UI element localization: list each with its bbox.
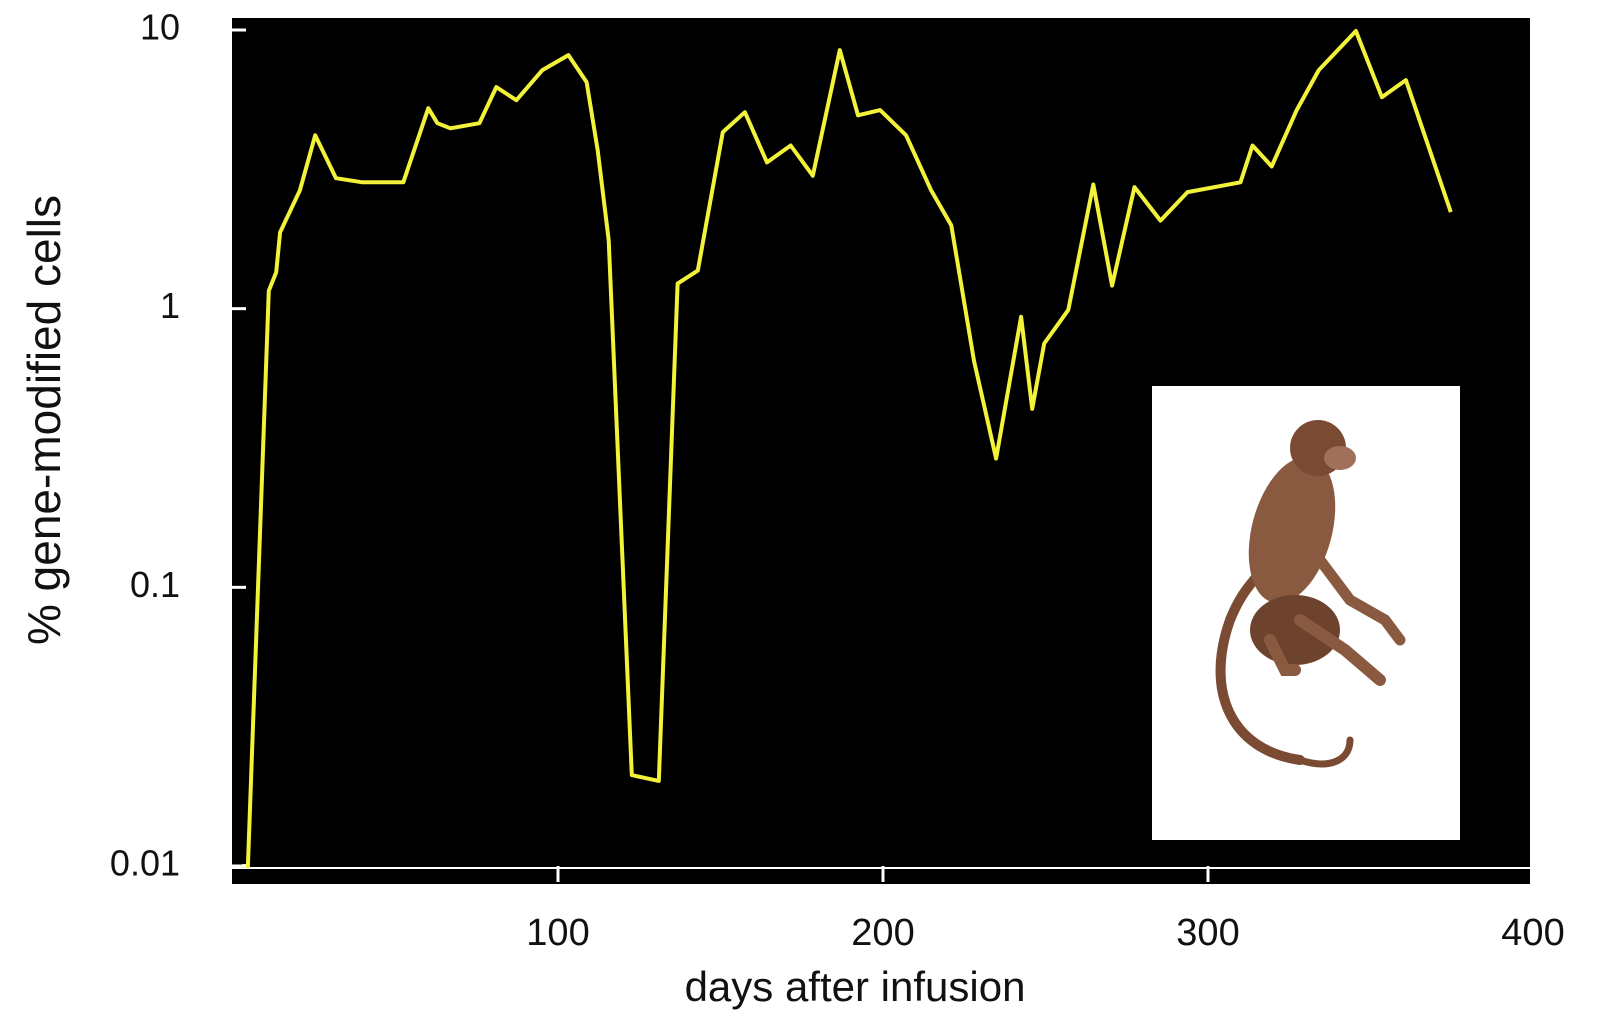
monkey-body <box>1248 456 1336 604</box>
y-tick-label: 0.01 <box>110 843 180 884</box>
x-tick-label: 300 <box>1176 912 1239 954</box>
monkey-foot <box>1264 634 1301 676</box>
inset-illustration <box>1152 386 1460 840</box>
monkey-tail-tip <box>1296 736 1354 768</box>
monkey-arm <box>1314 554 1406 646</box>
y-tick-label: 10 <box>140 7 180 48</box>
x-tick-label: 400 <box>1501 912 1564 954</box>
x-tick-label: 200 <box>851 912 914 954</box>
x-axis-title: days after infusion <box>685 963 1026 1010</box>
monkey-tail <box>1215 570 1305 765</box>
x-tick-label: 100 <box>526 912 589 954</box>
monkey-leg <box>1294 614 1386 686</box>
monkey-legs <box>1250 595 1340 665</box>
y-axis-title: % gene-modified cells <box>18 195 70 645</box>
y-tick-label: 1 <box>160 285 180 326</box>
plot-area <box>232 29 1530 869</box>
monkey-face <box>1324 446 1356 470</box>
data-line <box>242 29 1453 868</box>
y-tick-label: 0.1 <box>130 564 180 605</box>
